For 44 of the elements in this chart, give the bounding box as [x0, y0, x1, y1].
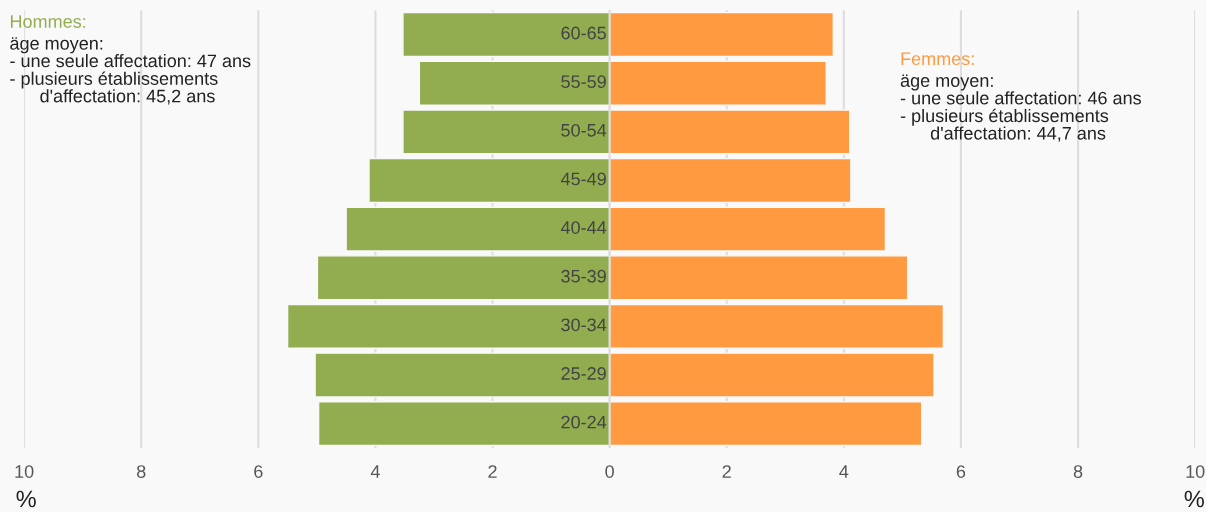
text: Hommes:: [10, 15, 86, 28]
y-tick-label: 50-54: [561, 123, 607, 137]
bar: [608, 109, 851, 155]
text: %: [1184, 490, 1204, 508]
bar: [402, 109, 611, 155]
annotation: äge moyen: - une seule affectation: 46 ans - plusieurs établissements d'affectation: 44,7 ans: [900, 74, 1141, 142]
y-tick-label: 30-34: [561, 318, 607, 332]
y-tick-label: 35-39: [561, 269, 606, 283]
x-tick-label: 0: [605, 465, 614, 478]
bar: [418, 60, 611, 106]
y-tick-label: 45-49: [560, 172, 606, 186]
text: %: [16, 490, 36, 508]
bar: [608, 60, 827, 106]
annotation: äge moyen: - une seule affectation: 47 ans - plusieurs établissements d'affectation: 45,2 ans: [10, 37, 251, 105]
x-tick-label: 8: [1073, 465, 1083, 478]
x-tick-label: 4: [839, 465, 849, 478]
y-tick-label: 40-44: [560, 221, 607, 234]
bar: [314, 352, 611, 398]
bar: [286, 303, 611, 349]
bar: [345, 206, 611, 252]
x-tick-label: 4: [370, 465, 380, 478]
bar: [317, 401, 611, 447]
x-tick-label: 6: [956, 465, 966, 478]
bar: [608, 11, 834, 58]
bar: [608, 352, 935, 398]
bar: [608, 206, 887, 252]
bar: [608, 401, 923, 447]
bar: [402, 11, 611, 58]
x-tick-label: 2: [488, 465, 497, 478]
x-tick-label: 6: [254, 465, 263, 478]
bar: [608, 255, 909, 301]
x-tick-label: 10: [15, 465, 34, 478]
text: Femmes:: [901, 52, 974, 66]
x-tick-label: 8: [136, 465, 146, 478]
bar: [608, 157, 852, 204]
y-tick-label: 20-24: [561, 415, 607, 429]
y-tick-label: 60-65: [561, 26, 606, 40]
bar: [608, 303, 945, 349]
bar: [316, 255, 611, 301]
y-tick-label: 25-29: [561, 367, 606, 380]
x-tick-label: 2: [722, 465, 731, 478]
y-tick-label: 55-59: [561, 75, 606, 89]
bar: [368, 157, 611, 204]
x-tick-label: 10: [1186, 465, 1205, 478]
